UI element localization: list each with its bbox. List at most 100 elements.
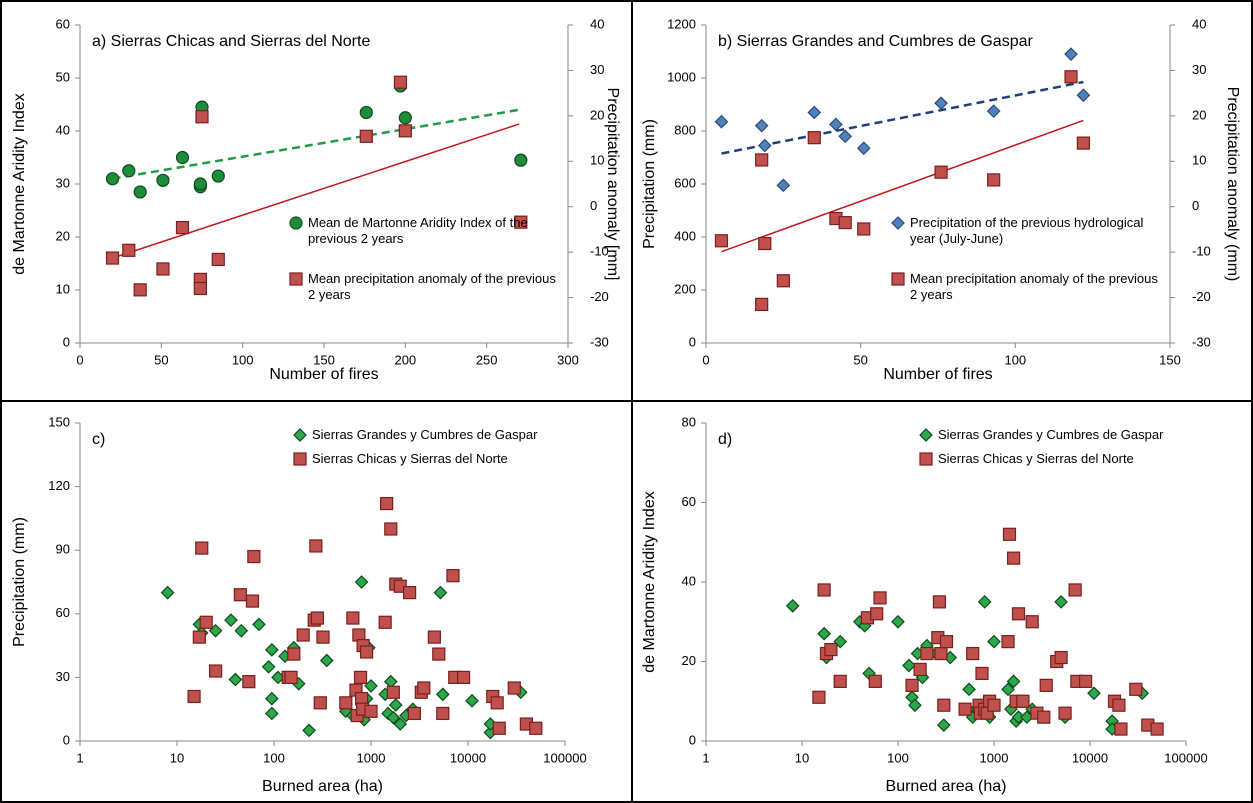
y-tick-label: 30 — [56, 669, 70, 684]
y-tick-label: 10 — [56, 281, 70, 296]
point — [934, 646, 948, 661]
point — [776, 274, 790, 288]
point — [388, 698, 403, 712]
y-tick-label: 40 — [56, 122, 70, 137]
point — [829, 117, 843, 132]
point — [209, 664, 223, 678]
trendline — [112, 123, 520, 259]
trendline — [721, 80, 1084, 155]
point — [384, 522, 398, 536]
point — [346, 611, 360, 625]
point — [175, 221, 190, 235]
point — [359, 129, 373, 143]
point — [199, 615, 213, 629]
legend-label: Mean precipitation anomaly of the previo… — [910, 271, 1158, 302]
panel-title: d) — [718, 431, 732, 448]
point — [908, 698, 922, 713]
point — [812, 690, 826, 704]
point — [133, 185, 147, 199]
point — [868, 674, 882, 688]
y-tick-label: 30 — [56, 175, 70, 190]
point — [353, 670, 368, 685]
point — [156, 262, 170, 276]
point — [492, 721, 506, 735]
point — [838, 216, 852, 230]
point — [856, 141, 871, 156]
point — [1011, 607, 1026, 621]
legend-label: Mean de Martonne Aridity Index of the pr… — [308, 215, 528, 246]
legend-label: Sierras Grandes y Cumbres de Gaspar — [312, 427, 538, 442]
point — [833, 674, 847, 688]
point — [1039, 678, 1053, 692]
legend-marker — [891, 216, 905, 230]
y-tick-label: 0 — [63, 732, 70, 747]
point — [309, 539, 323, 553]
point — [287, 647, 301, 661]
trendline — [112, 108, 520, 180]
y2-tick-label: -30 — [590, 334, 609, 349]
point — [962, 682, 976, 697]
point — [1064, 47, 1078, 61]
point — [1006, 674, 1021, 689]
legend-marker — [289, 216, 303, 230]
y2-tick-label: 30 — [1192, 62, 1206, 77]
point — [224, 613, 238, 628]
point — [755, 153, 769, 167]
point — [427, 630, 441, 644]
point — [105, 172, 120, 186]
y2-tick-label: -10 — [1192, 244, 1211, 259]
point — [857, 222, 871, 236]
point — [193, 281, 207, 296]
legend-marker — [919, 428, 933, 442]
point — [754, 118, 769, 133]
y2-tick-label: 30 — [590, 62, 604, 77]
point — [714, 234, 729, 248]
point — [514, 153, 528, 167]
point — [264, 706, 279, 721]
y-tick-label: 1200 — [667, 16, 696, 31]
point — [1054, 650, 1068, 665]
legend-label: Sierras Chicas y Sierras del Norte — [312, 451, 508, 466]
point — [228, 672, 243, 687]
point — [1076, 88, 1091, 103]
point — [456, 670, 471, 685]
point — [1001, 682, 1015, 697]
point — [758, 236, 772, 251]
x-tick-label: 150 — [1159, 352, 1181, 367]
y2-tick-label: -20 — [590, 289, 609, 304]
x-tick-label: 300 — [557, 352, 579, 367]
point — [105, 251, 120, 265]
y-axis-label: Precipitation (mm) — [11, 517, 28, 647]
y-tick-label: 800 — [674, 122, 696, 137]
point — [354, 575, 369, 589]
point — [939, 635, 954, 649]
point — [316, 630, 330, 644]
x-tick-label: 10000 — [450, 750, 486, 765]
point — [247, 549, 261, 564]
y2-axis-label: Precipitation anomaly [mm] — [604, 88, 621, 281]
point — [1025, 615, 1039, 629]
y-tick-label: 20 — [682, 653, 696, 668]
x-tick-label: 10 — [170, 750, 184, 765]
y2-tick-label: -30 — [1192, 334, 1211, 349]
y2-tick-label: -20 — [1192, 289, 1211, 304]
y2-tick-label: 0 — [590, 198, 597, 213]
point — [937, 698, 951, 712]
point — [242, 675, 256, 689]
point — [339, 696, 353, 710]
point — [211, 252, 225, 267]
point — [932, 595, 947, 609]
legend-label: Sierras Chicas y Sierras del Norte — [938, 451, 1134, 466]
panel-title: a) Sierras Chicas and Sierras del Norte — [92, 33, 370, 50]
x-tick-label: 100000 — [543, 750, 586, 765]
point — [936, 718, 951, 732]
x-tick-label: 1000 — [980, 750, 1009, 765]
x-tick-label: 1 — [702, 750, 709, 765]
point — [359, 645, 374, 659]
point — [252, 617, 266, 632]
x-tick-label: 10000 — [1072, 750, 1108, 765]
point — [913, 662, 927, 677]
point — [302, 723, 316, 738]
point — [824, 642, 838, 657]
point — [986, 104, 1001, 118]
